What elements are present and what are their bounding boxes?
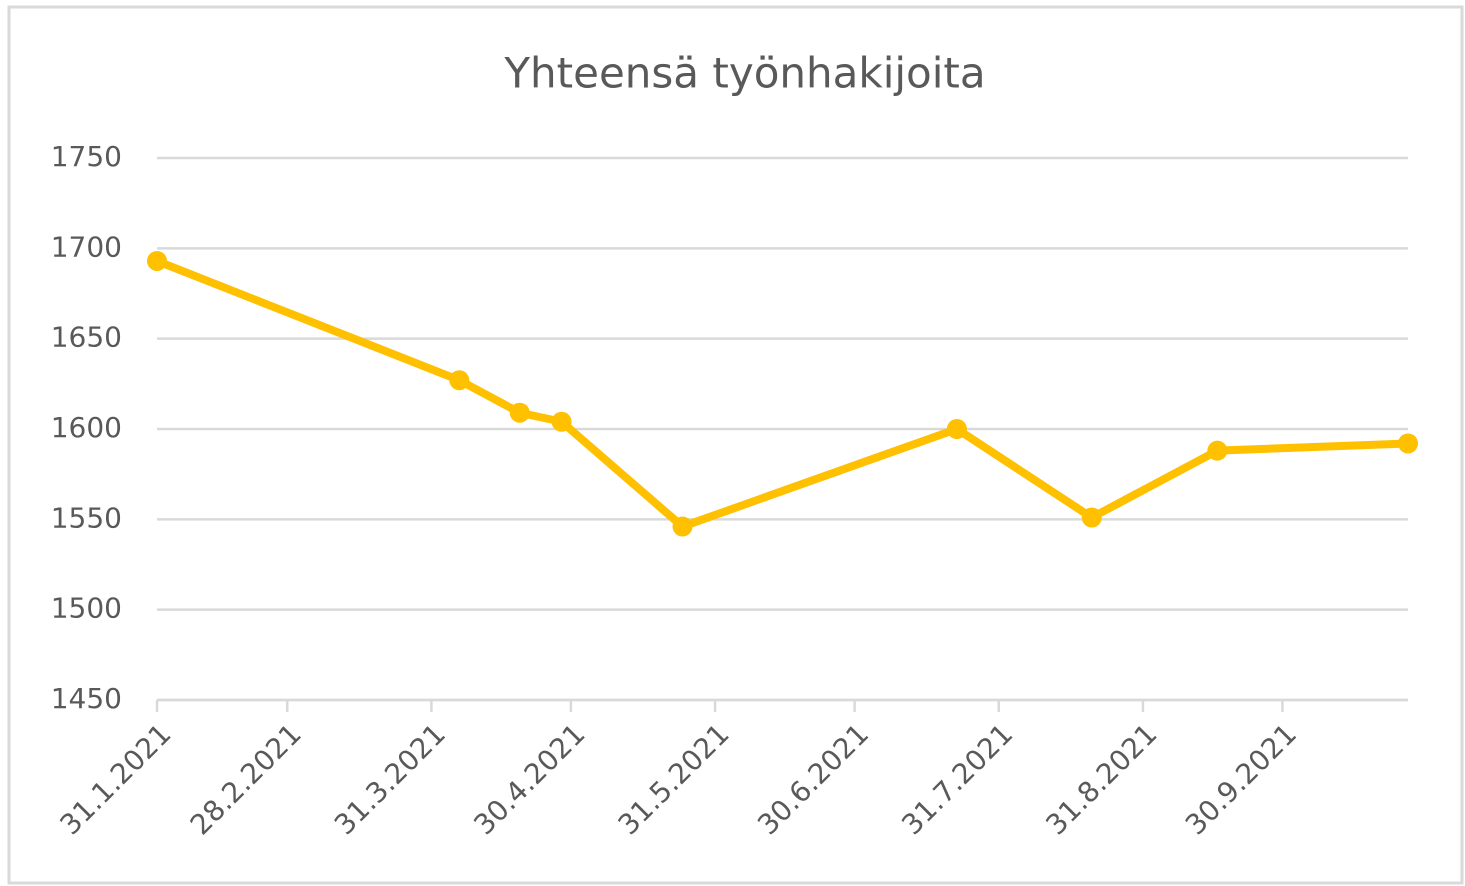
chart-title: Yhteensä työnhakijoita [503,49,985,98]
y-tick-label: 1600 [51,411,122,444]
y-tick-label: 1500 [51,592,122,625]
marker [1207,440,1228,461]
y-tick-label: 1650 [51,321,122,354]
marker [672,516,693,537]
marker [1081,507,1102,528]
marker [551,411,572,432]
y-tick-label: 1450 [51,682,122,715]
marker [946,419,967,439]
marker [509,402,530,423]
marker [449,370,470,391]
y-tick-label: 1550 [51,501,122,534]
marker [147,250,167,271]
y-tick-label: 1750 [51,140,122,173]
y-tick-label: 1700 [51,230,122,263]
marker [1398,433,1418,454]
